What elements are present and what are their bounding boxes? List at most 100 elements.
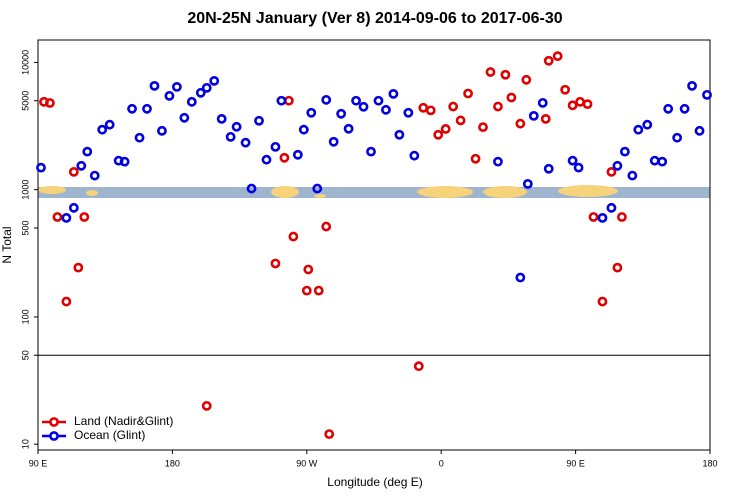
point [409, 150, 420, 161]
point [455, 115, 466, 126]
point [418, 102, 429, 113]
point [246, 183, 257, 194]
point [606, 166, 617, 177]
point [324, 429, 335, 440]
point [597, 212, 608, 223]
point [567, 100, 578, 111]
x-tick-label: 90 E [29, 458, 48, 468]
point [485, 67, 496, 77]
y-axis-label: N Total [0, 226, 14, 263]
point [164, 90, 175, 101]
point [321, 221, 332, 232]
point [537, 97, 548, 108]
x-tick-label: 180 [702, 458, 717, 468]
point [283, 95, 294, 106]
y-tick-label: 50 [20, 350, 30, 360]
point [97, 124, 108, 135]
point [582, 99, 593, 110]
point [381, 104, 391, 115]
point [127, 103, 137, 114]
y-tick-label: 500 [20, 220, 30, 235]
point [279, 152, 290, 163]
point [240, 137, 251, 148]
point [440, 124, 451, 134]
point [500, 69, 511, 80]
x-tick-label: 0 [439, 458, 444, 468]
point [298, 124, 309, 135]
point [142, 103, 152, 114]
point [328, 136, 339, 147]
point [672, 132, 683, 143]
point [171, 82, 182, 92]
x-tick-label: 90 W [296, 458, 318, 468]
point [79, 212, 90, 222]
y-tick-label: 10 [20, 439, 30, 449]
point [627, 170, 638, 181]
point [231, 121, 242, 132]
point [119, 156, 130, 167]
point [292, 149, 303, 160]
point [543, 55, 554, 66]
point [521, 74, 532, 85]
point [597, 296, 608, 307]
point [216, 113, 227, 124]
series [39, 51, 627, 440]
point [134, 132, 145, 143]
point [493, 101, 503, 112]
point [573, 162, 584, 173]
chart-title: 20N-25N January (Ver 8) 2014-09-06 to 20… [187, 10, 562, 27]
point [270, 258, 281, 269]
point [616, 212, 627, 222]
point [276, 95, 287, 106]
point [388, 88, 399, 99]
point [687, 80, 697, 91]
point [649, 155, 660, 166]
point [567, 155, 578, 166]
point [351, 95, 361, 106]
point [45, 98, 55, 108]
point [82, 146, 93, 157]
point [261, 154, 272, 165]
point [515, 118, 526, 129]
point [633, 124, 644, 135]
point [157, 125, 167, 136]
point [663, 103, 674, 114]
point [209, 75, 220, 86]
point [373, 95, 384, 106]
point [606, 202, 617, 213]
point [73, 262, 84, 273]
point [52, 212, 63, 222]
point [61, 212, 72, 223]
point [642, 119, 653, 130]
point [588, 212, 599, 222]
point [312, 183, 323, 194]
point [612, 262, 623, 273]
point [366, 146, 376, 157]
point [61, 296, 72, 307]
point [540, 113, 551, 124]
point [575, 96, 585, 107]
point [433, 129, 444, 140]
point [560, 84, 571, 95]
point [515, 272, 526, 283]
point [528, 110, 539, 121]
point [225, 131, 236, 142]
point [201, 400, 212, 411]
point [358, 101, 369, 112]
point [413, 361, 424, 372]
point [657, 156, 668, 167]
point [36, 162, 46, 173]
series [36, 75, 712, 283]
point [493, 156, 503, 167]
y-tick-label: 100 [20, 309, 30, 324]
point [679, 103, 690, 114]
point [425, 105, 436, 116]
map-band [38, 185, 710, 198]
point [104, 119, 115, 130]
point [506, 92, 517, 103]
point [702, 89, 712, 100]
point [301, 285, 312, 296]
legend-label: Land (Nadir&Glint) [74, 414, 173, 428]
point [68, 202, 79, 213]
